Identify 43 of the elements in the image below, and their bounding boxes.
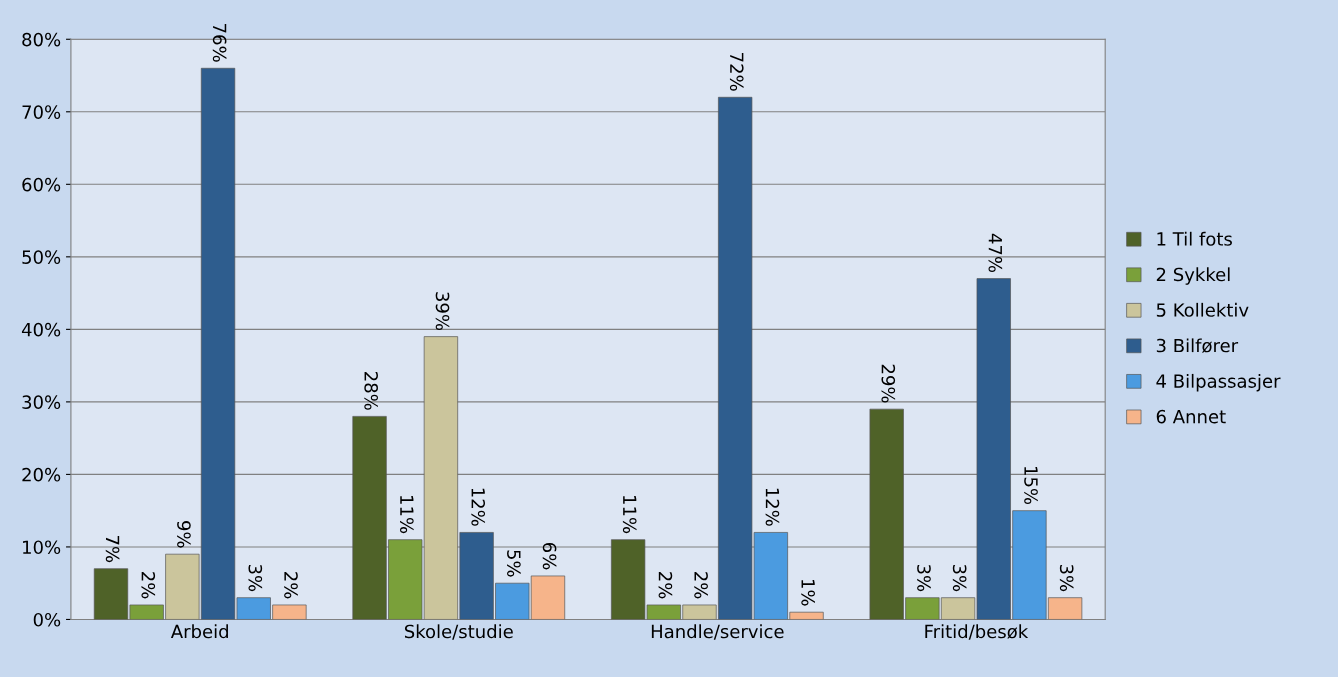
- legend-label: 4 Bilpassasjer: [1156, 373, 1281, 392]
- x-tick-label: Skole/studie: [404, 624, 513, 640]
- x-tick-label: Fritid/besøk: [925, 624, 1029, 640]
- data-label: 11%: [622, 495, 637, 534]
- y-tick-label: 20%: [22, 467, 61, 482]
- y-tick-label: 80%: [22, 32, 61, 47]
- data-label: 2%: [141, 572, 156, 599]
- data-label: 15%: [1024, 466, 1038, 505]
- data-label: 1%: [801, 579, 815, 606]
- y-tick-label: 40%: [21, 322, 61, 337]
- y-tick-label: 60%: [22, 177, 61, 192]
- data-label: 3%: [248, 564, 263, 592]
- data-label: 2%: [694, 572, 708, 599]
- data-label: 3%: [952, 564, 967, 592]
- legend-label: 3 Bilfører: [1156, 338, 1239, 353]
- data-label: 72%: [729, 53, 744, 91]
- data-label: 29%: [881, 364, 896, 403]
- y-tick-label: 50%: [22, 250, 61, 264]
- data-label: 6%: [542, 543, 557, 570]
- y-tick-label: 70%: [22, 105, 61, 119]
- data-label: 9%: [177, 521, 191, 548]
- data-label: 39%: [435, 292, 450, 331]
- data-label: 47%: [988, 233, 1003, 273]
- data-label: 7%: [105, 535, 120, 563]
- legend-label: 6 Annet: [1156, 409, 1226, 424]
- data-label: 28%: [364, 372, 378, 410]
- y-tick-label: 10%: [23, 540, 61, 555]
- legend-label: 1 Til fots: [1157, 231, 1232, 246]
- legend-label: 5 Kollektiv: [1156, 302, 1249, 317]
- data-label: 3%: [917, 564, 931, 592]
- data-label: 12%: [765, 488, 780, 526]
- y-tick-label: 0%: [33, 612, 61, 627]
- data-label: 11%: [400, 495, 414, 534]
- y-tick-label: 30%: [22, 395, 61, 409]
- data-label: 2%: [284, 572, 298, 599]
- x-tick-label: Arbeid: [170, 624, 228, 639]
- data-label: 5%: [507, 550, 521, 577]
- legend-label: 2 Sykkel: [1156, 267, 1230, 285]
- data-label: 3%: [1059, 564, 1074, 592]
- data-label: 12%: [471, 488, 486, 526]
- x-tick-label: Handle/service: [651, 624, 784, 640]
- data-label: 2%: [658, 572, 673, 599]
- data-label: 76%: [212, 24, 227, 62]
